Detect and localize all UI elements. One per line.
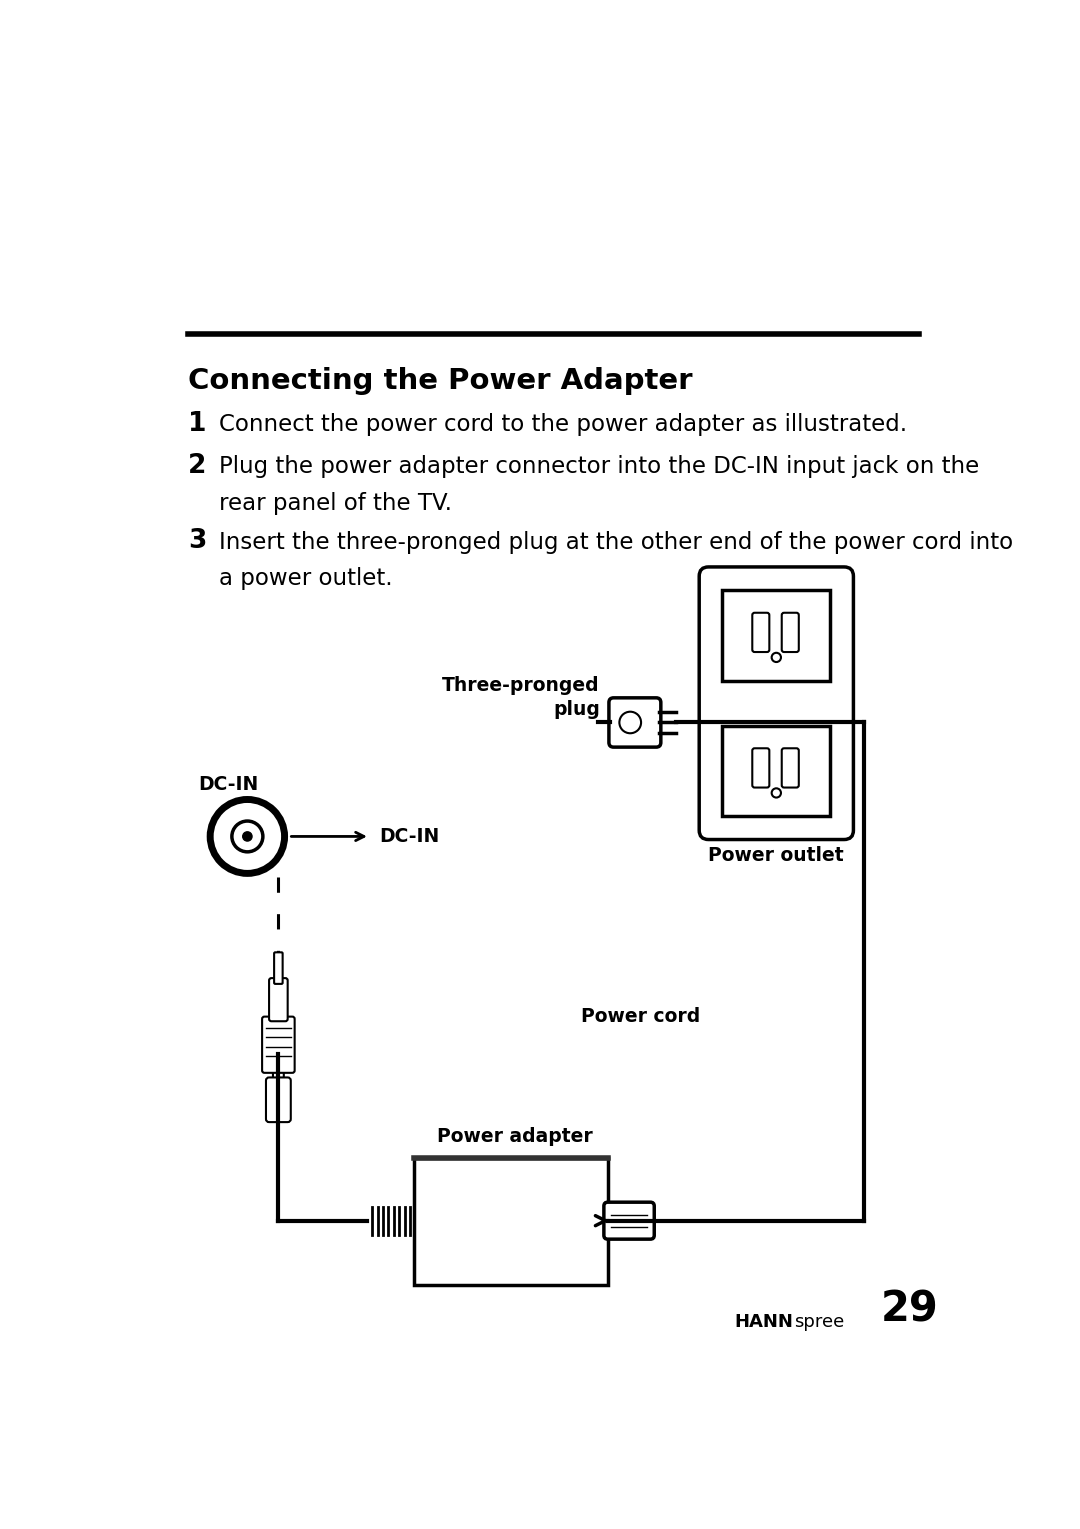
FancyBboxPatch shape — [723, 590, 831, 680]
Text: Three-pronged
plug: Three-pronged plug — [443, 676, 600, 719]
Text: 2: 2 — [188, 453, 206, 479]
FancyBboxPatch shape — [262, 1017, 295, 1073]
Text: 29: 29 — [881, 1289, 939, 1330]
Circle shape — [243, 832, 252, 841]
Text: Connecting the Power Adapter: Connecting the Power Adapter — [188, 367, 692, 394]
Text: Power cord: Power cord — [581, 1008, 700, 1026]
FancyBboxPatch shape — [723, 726, 831, 816]
FancyBboxPatch shape — [782, 613, 799, 651]
FancyBboxPatch shape — [699, 567, 853, 839]
FancyBboxPatch shape — [609, 697, 661, 748]
Text: Power outlet: Power outlet — [708, 846, 843, 865]
Text: DC-IN: DC-IN — [379, 827, 440, 846]
Text: Connect the power cord to the power adapter as illustrated.: Connect the power cord to the power adap… — [218, 413, 907, 436]
Text: HANN: HANN — [734, 1313, 794, 1330]
Text: Insert the three-pronged plug at the other end of the power cord into
a power ou: Insert the three-pronged plug at the oth… — [218, 531, 1013, 590]
Text: Plug the power adapter connector into the DC-IN input jack on the
rear panel of : Plug the power adapter connector into th… — [218, 456, 978, 515]
FancyBboxPatch shape — [266, 1078, 291, 1122]
Circle shape — [772, 653, 781, 662]
FancyBboxPatch shape — [274, 953, 283, 983]
Circle shape — [211, 800, 284, 873]
Text: 1: 1 — [188, 411, 206, 437]
FancyBboxPatch shape — [604, 1202, 654, 1238]
FancyBboxPatch shape — [753, 613, 769, 651]
Text: DC-IN: DC-IN — [198, 775, 258, 794]
FancyBboxPatch shape — [414, 1157, 608, 1284]
FancyBboxPatch shape — [273, 1067, 284, 1105]
Text: Power adapter: Power adapter — [437, 1127, 593, 1145]
Circle shape — [619, 711, 642, 734]
Text: spree: spree — [794, 1313, 843, 1330]
FancyBboxPatch shape — [269, 979, 287, 1021]
Circle shape — [772, 789, 781, 798]
Circle shape — [232, 821, 262, 852]
FancyBboxPatch shape — [753, 748, 769, 787]
FancyBboxPatch shape — [782, 748, 799, 787]
Text: 3: 3 — [188, 529, 206, 555]
